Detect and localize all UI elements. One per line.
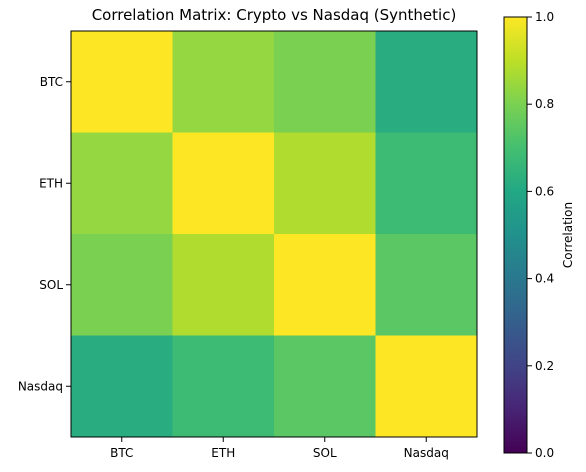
colorbar-frame xyxy=(503,16,528,454)
colorbar-tick-label: 0.0 xyxy=(535,446,554,460)
x-axis-ticks: BTC ETH SOL Nasdaq xyxy=(110,437,449,460)
heatmap-cell-nasdaq-btc xyxy=(71,335,173,438)
heatmap-cell-sol-sol xyxy=(274,234,376,336)
heatmap-cell-nasdaq-eth xyxy=(172,335,275,438)
heatmap-cell-nasdaq-nasdaq xyxy=(375,335,478,438)
colorbar-ticks: 0.0 0.2 0.4 0.6 0.8 1.0 xyxy=(527,10,554,460)
chart-title: Correlation Matrix: Crypto vs Nasdaq (Sy… xyxy=(92,6,457,24)
heatmap-cell-sol-btc xyxy=(71,234,173,336)
y-tick-label: ETH xyxy=(39,176,63,190)
colorbar-gradient xyxy=(504,17,527,453)
y-axis-ticks: BTC ETH SOL Nasdaq xyxy=(18,75,71,393)
heatmap-cells xyxy=(71,31,478,438)
y-tick-label: BTC xyxy=(40,75,63,89)
x-tick-label: BTC xyxy=(110,446,133,460)
y-tick-label: Nasdaq xyxy=(18,379,63,393)
plot-frame xyxy=(70,30,478,438)
x-tick-label: SOL xyxy=(313,446,337,460)
heatmap-cell-eth-nasdaq xyxy=(375,132,478,235)
y-tick-label: SOL xyxy=(39,278,63,292)
heatmap-cell-btc-eth xyxy=(172,31,275,133)
colorbar-tick-label: 0.6 xyxy=(535,184,554,198)
heatmap-cell-btc-sol xyxy=(274,31,376,133)
colorbar-label: Correlation xyxy=(561,202,575,268)
heatmap-cell-sol-nasdaq xyxy=(375,234,478,336)
colorbar-tick-label: 0.2 xyxy=(535,359,554,373)
heatmap-cell-eth-sol xyxy=(274,132,376,235)
colorbar-tick-label: 0.8 xyxy=(535,97,554,111)
x-tick-label: ETH xyxy=(211,446,235,460)
heatmap-cell-btc-btc xyxy=(71,31,173,133)
colorbar-tick-label: 1.0 xyxy=(535,10,554,24)
heatmap-cell-btc-nasdaq xyxy=(375,31,478,133)
x-tick-label: Nasdaq xyxy=(404,446,449,460)
heatmap-cell-eth-btc xyxy=(71,132,173,235)
heatmap-cell-nasdaq-sol xyxy=(274,335,376,438)
heatmap-cell-eth-eth xyxy=(172,132,275,235)
colorbar-tick-label: 0.4 xyxy=(535,272,554,286)
colorbar: 0.0 0.2 0.4 0.6 0.8 1.0 Correlation xyxy=(503,10,575,460)
heatmap-cell-sol-eth xyxy=(172,234,275,336)
